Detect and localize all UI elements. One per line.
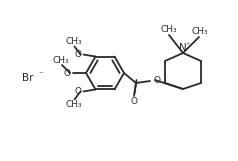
Text: CH₃: CH₃ [192,27,208,35]
Text: O: O [74,87,81,96]
Text: O: O [153,76,160,85]
Text: CH₃: CH₃ [65,37,82,46]
Text: O: O [130,96,138,105]
Text: ⁻: ⁻ [38,71,43,80]
Text: CH₃: CH₃ [53,56,69,65]
Text: CH₃: CH₃ [65,100,82,109]
Text: O: O [64,68,71,77]
Text: O: O [74,50,81,59]
Text: N: N [179,43,187,53]
Text: Br: Br [22,73,34,83]
Text: ⁺: ⁺ [186,41,190,49]
Text: CH₃: CH₃ [161,24,177,33]
